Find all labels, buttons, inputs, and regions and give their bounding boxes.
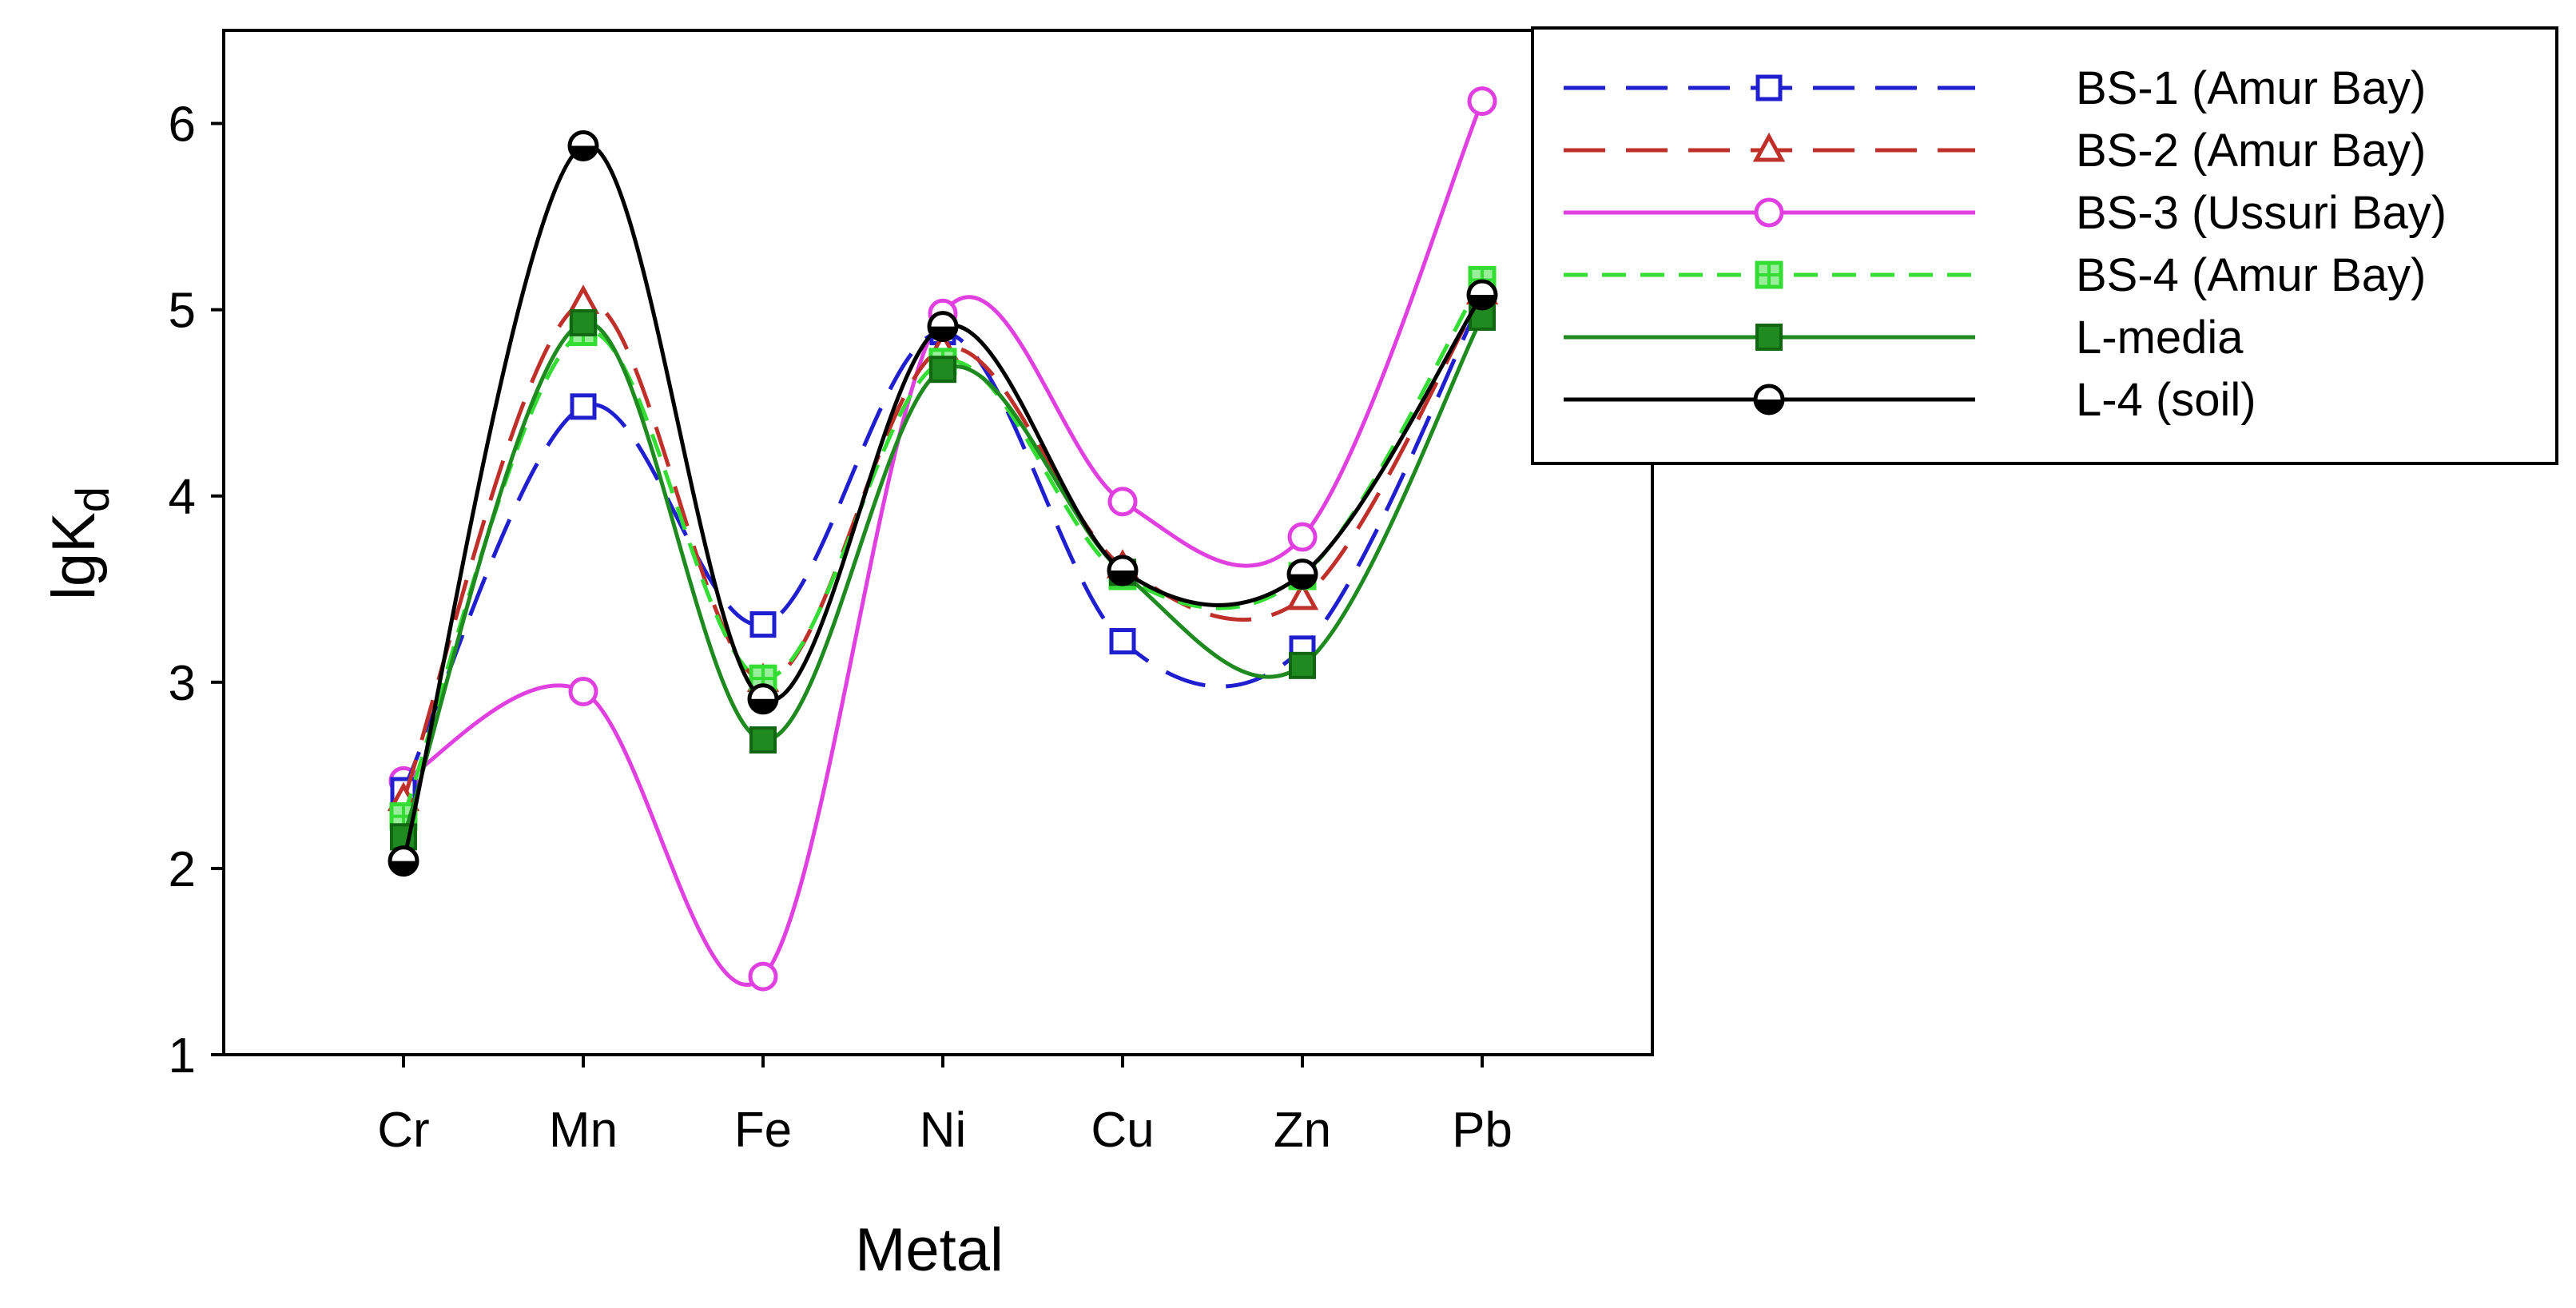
data-point-6-zn	[1286, 559, 1318, 590]
x-tick-label-ni: Ni	[920, 1103, 967, 1158]
x-tick-label-cu: Cu	[1091, 1103, 1154, 1158]
data-point-3-mn-shape	[568, 676, 598, 706]
data-point-1-mn	[570, 393, 597, 420]
y-tick-label-5: 6	[169, 97, 196, 153]
data-point-6-pb-fill	[1469, 294, 1496, 308]
data-point-6-zn-fill	[1289, 574, 1316, 588]
data-point-6-cr	[388, 845, 419, 877]
y-tick-label-3: 4	[169, 470, 196, 525]
y-axis-title-main: lgK	[40, 512, 108, 600]
legend-label-4: BS-4 (Amur Bay)	[2076, 249, 2426, 301]
data-point-6-cu-fill	[1109, 570, 1136, 584]
axis-layer: 1 2 3 4 5 6 Cr Mn Fe Ni Cu Zn Pb	[169, 97, 1513, 1158]
data-point-2-zn-shape	[1286, 580, 1319, 610]
data-point-6-mn	[567, 130, 599, 162]
y-tick-label-2: 3	[169, 656, 196, 711]
legend-label-5: L-media	[2076, 312, 2244, 364]
data-point-3-zn-shape	[1287, 522, 1318, 552]
x-tick-label-cr: Cr	[377, 1103, 429, 1158]
data-point-3-cu	[1107, 487, 1138, 517]
plot-frame	[222, 29, 1654, 1056]
data-point-3-fe	[748, 961, 778, 992]
legend-item-5: L-media	[1564, 312, 2244, 364]
y-axis-title-subscript: d	[67, 487, 119, 512]
legend-label-1: BS-1 (Amur Bay)	[2076, 62, 2426, 114]
series-line-6	[401, 143, 1485, 862]
legend-item-6: L-4 (soil)	[1564, 374, 2256, 426]
legend-item-1: BS-1 (Amur Bay)	[1564, 62, 2426, 114]
x-tick-label-zn: Zn	[1274, 1103, 1331, 1158]
legend-label-2: BS-2 (Amur Bay)	[2076, 125, 2426, 177]
y-axis-title: lgKd	[40, 487, 119, 600]
data-point-6-ni	[927, 311, 959, 343]
x-tick-label-fe: Fe	[734, 1103, 792, 1158]
legend-item-2: BS-2 (Amur Bay)	[1564, 125, 2426, 177]
data-point-6-fe-fill	[749, 698, 777, 713]
data-point-6-cu	[1107, 555, 1139, 586]
data-point-5-zn	[1289, 651, 1316, 679]
data-point-1-fe-shape	[749, 611, 777, 638]
y-tick-label-0: 1	[169, 1028, 196, 1083]
series-6	[388, 130, 1498, 877]
legend-marker-5	[1755, 324, 1783, 351]
data-point-6-ni-fill	[929, 326, 956, 340]
legend-marker-5-shape	[1755, 324, 1783, 351]
x-tick-label-mn: Mn	[549, 1103, 618, 1158]
legend-marker-6	[1753, 384, 1785, 415]
data-point-6-mn-fill	[570, 145, 597, 160]
data-point-6-fe	[747, 683, 779, 715]
legend-marker-6-fill	[1755, 400, 1783, 413]
legend-marker-3	[1754, 197, 1784, 228]
data-point-5-fe-shape	[749, 726, 777, 754]
data-point-1-cu-shape	[1109, 628, 1136, 655]
legend-label-3: BS-3 (Ussuri Bay)	[2076, 187, 2447, 239]
y-tick-label-1: 2	[169, 842, 196, 897]
data-point-3-pb	[1467, 86, 1497, 117]
data-point-3-cu-shape	[1107, 487, 1138, 517]
legend: BS-1 (Amur Bay) BS-2 (Amur Bay) BS-3 (Ussu…	[1531, 26, 2558, 465]
data-point-5-mn	[570, 308, 597, 336]
legend-marker-3-shape	[1754, 197, 1784, 228]
data-point-5-ni-shape	[929, 356, 956, 384]
series-layer	[387, 86, 1499, 992]
legend-item-4: BS-4 (Amur Bay)	[1564, 249, 2426, 301]
data-point-5-zn-shape	[1289, 651, 1316, 679]
data-point-5-mn-shape	[570, 308, 597, 336]
legend-label-6: L-4 (soil)	[2076, 374, 2256, 426]
data-point-3-zn	[1287, 522, 1318, 552]
data-point-5-fe	[749, 726, 777, 754]
x-tick-label-pb: Pb	[1452, 1103, 1513, 1158]
data-point-3-mn	[568, 676, 598, 706]
legend-marker-2-shape	[1752, 132, 1786, 162]
data-point-6-pb	[1466, 279, 1498, 311]
legend-item-3: BS-3 (Ussuri Bay)	[1564, 187, 2447, 239]
x-axis-title: Metal	[855, 1216, 1004, 1284]
legend-marker-4	[1755, 260, 1783, 289]
data-point-1-mn-shape	[570, 393, 597, 420]
y-tick-label-4: 5	[169, 284, 196, 339]
data-point-5-ni	[929, 356, 956, 384]
data-point-3-pb-shape	[1467, 86, 1497, 117]
legend-marker-1	[1755, 74, 1783, 101]
data-point-6-cr-fill	[390, 861, 417, 875]
legend-box	[1531, 26, 2558, 465]
legend-marker-1-shape	[1755, 74, 1783, 101]
data-point-3-fe-shape	[748, 961, 778, 992]
data-point-1-cu	[1109, 628, 1136, 655]
data-point-2-zn	[1286, 580, 1319, 610]
legend-marker-2	[1752, 132, 1786, 162]
data-point-1-fe	[749, 611, 777, 638]
